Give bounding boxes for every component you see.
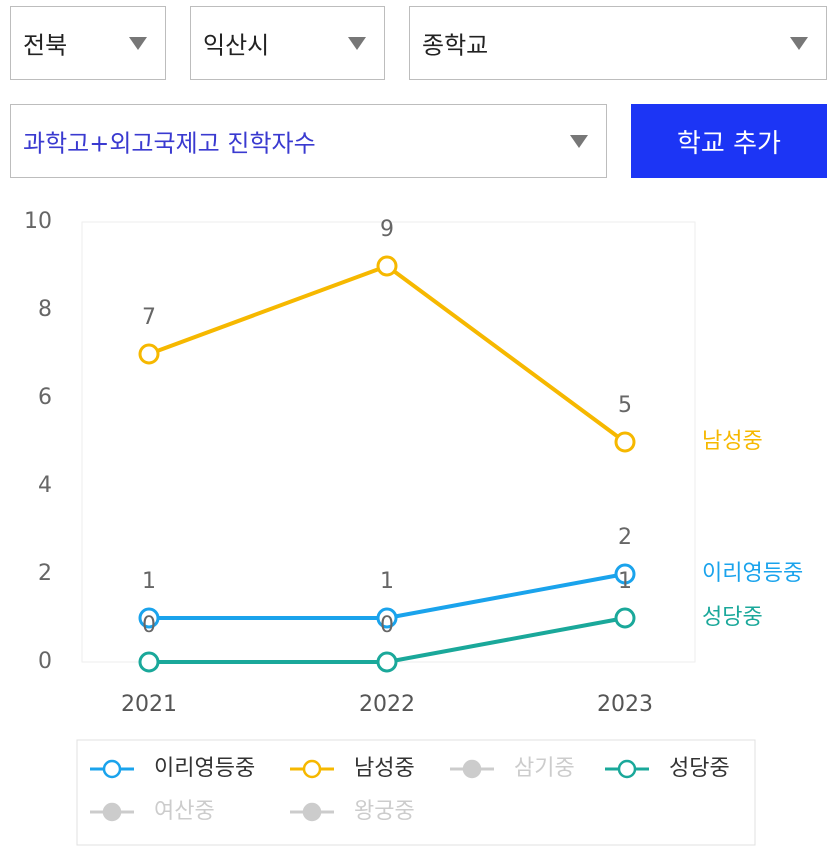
point-marker	[138, 607, 160, 629]
region-select[interactable]: 전북	[10, 6, 166, 80]
x-tick-label: 2022	[359, 692, 415, 717]
series-line	[148, 263, 627, 444]
point-marker	[138, 343, 160, 365]
point-marker	[614, 431, 636, 453]
point-marker	[614, 563, 636, 585]
data-label: 2	[618, 525, 632, 550]
level-select[interactable]: 종학교	[409, 6, 827, 80]
legend-frame	[76, 739, 756, 846]
y-tick-label: 10	[24, 209, 52, 234]
y-tick-label: 6	[38, 385, 52, 410]
plot-frame	[81, 221, 696, 663]
legend-marker	[102, 802, 122, 822]
data-label: 1	[380, 569, 394, 594]
legend-label: 이리영등중	[154, 756, 255, 781]
data-label: 9	[380, 217, 394, 242]
data-label: 1	[142, 569, 156, 594]
data-label: 0	[142, 613, 156, 638]
legend-marker	[302, 802, 322, 822]
dropdown-arrow	[570, 135, 588, 148]
dropdown-arrow	[790, 37, 808, 50]
series-end-label: 이리영등중	[702, 561, 803, 586]
legend-label: 남성중	[354, 756, 415, 781]
legend-label: 여산중	[154, 799, 215, 824]
select-text: 익산시	[203, 31, 270, 60]
legend-marker	[302, 759, 322, 779]
add-school-button[interactable]: 학교 추가	[631, 104, 827, 178]
point-marker	[376, 651, 398, 673]
legend-label: 성당중	[669, 756, 730, 781]
data-label: 0	[380, 613, 394, 638]
dropdown-arrow	[129, 37, 147, 50]
select-text: 전북	[23, 31, 68, 60]
y-tick-label: 0	[38, 649, 52, 674]
y-tick-label: 4	[38, 473, 52, 498]
data-label: 1	[618, 569, 632, 594]
city-select[interactable]: 익산시	[190, 6, 385, 80]
legend-marker	[462, 759, 482, 779]
point-marker	[376, 255, 398, 277]
x-tick-label: 2021	[121, 692, 177, 717]
legend-label: 왕궁중	[354, 799, 415, 824]
legend-marker	[102, 759, 122, 779]
select-text: 종학교	[422, 31, 489, 60]
select-text: 과학고+외고국제고 진학자수	[23, 129, 316, 158]
dropdown-arrow	[348, 37, 366, 50]
point-marker	[614, 607, 636, 629]
series-end-label: 남성중	[702, 429, 763, 454]
y-tick-label: 8	[38, 297, 52, 322]
y-tick-label: 2	[38, 561, 52, 586]
data-label: 5	[618, 393, 632, 418]
data-label: 7	[142, 305, 156, 330]
x-tick-label: 2023	[597, 692, 653, 717]
point-marker	[138, 651, 160, 673]
metric-select[interactable]: 과학고+외고국제고 진학자수	[10, 104, 607, 178]
legend-label: 삼기중	[514, 756, 575, 781]
series-end-label: 성당중	[702, 605, 763, 630]
point-marker	[376, 607, 398, 629]
legend-marker	[617, 759, 637, 779]
